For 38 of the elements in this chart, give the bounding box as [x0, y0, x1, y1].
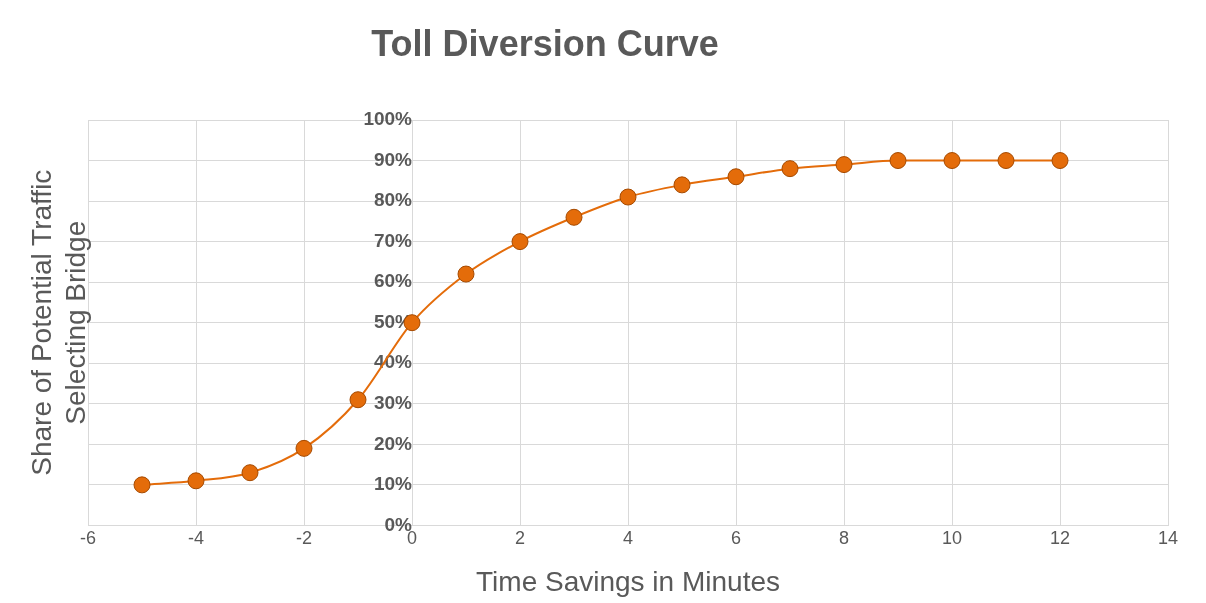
x-tick-label: 10	[941, 528, 963, 549]
point	[565, 208, 583, 226]
point	[511, 233, 529, 251]
point	[457, 265, 475, 283]
y-tick-label: 90%	[373, 148, 413, 170]
point	[133, 476, 151, 494]
x-axis-title: Time Savings in Minutes	[476, 565, 780, 597]
x-tick-label: -6	[79, 528, 97, 549]
x-tick-label: 2	[514, 528, 526, 549]
y-tick-label: 60%	[373, 270, 413, 292]
y-tick-label: 70%	[373, 229, 413, 251]
x-tick-label: -4	[187, 528, 205, 549]
point	[943, 152, 961, 170]
x-tick-label: 4	[622, 528, 634, 549]
y-tick-label: 100%	[363, 108, 413, 130]
point	[835, 156, 853, 174]
x-tick-label: 12	[1049, 528, 1071, 549]
y-tick-label: 10%	[373, 473, 413, 495]
point	[619, 188, 637, 206]
point	[1051, 152, 1069, 170]
point	[295, 439, 313, 457]
point	[673, 176, 691, 194]
point	[727, 168, 745, 186]
y-tick-label: 30%	[373, 392, 413, 414]
x-tick-label: -2	[295, 528, 313, 549]
point	[781, 160, 799, 178]
point	[997, 152, 1015, 170]
x-tick-label: 6	[730, 528, 742, 549]
point	[349, 391, 367, 409]
y-axis-title: Share of Potential Traffic Selecting Bridge	[25, 169, 91, 476]
x-tick-label: 8	[838, 528, 850, 549]
point	[889, 152, 907, 170]
x-tick-label: 14	[1157, 528, 1179, 549]
point	[241, 464, 259, 482]
point	[187, 472, 205, 490]
y-tick-label: 20%	[373, 432, 413, 454]
chart-title: Toll Diversion Curve	[371, 22, 719, 64]
y-tick-label: 80%	[373, 189, 413, 211]
